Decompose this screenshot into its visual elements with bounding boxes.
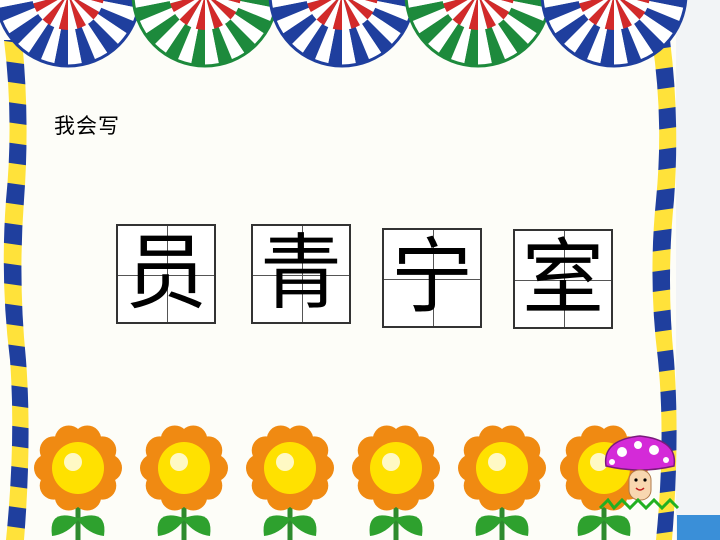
page-heading: 我会写 <box>54 114 120 138</box>
right-side-strip <box>676 0 720 540</box>
flower-row <box>34 425 648 540</box>
grid-line-horizontal <box>118 275 214 276</box>
mushroom-illustration <box>598 435 680 511</box>
paper-fan <box>540 0 688 68</box>
grid-line-horizontal <box>384 279 480 280</box>
char-box-2: 青 <box>251 224 351 324</box>
grid-line-horizontal <box>253 275 349 276</box>
paper-fan <box>268 0 416 68</box>
grid-line-vertical <box>167 226 168 322</box>
character-glyph: 员 <box>124 226 207 321</box>
side-tab-button[interactable] <box>677 515 720 540</box>
flower <box>560 425 648 540</box>
flower <box>246 425 334 540</box>
paper-fan <box>404 0 552 68</box>
grid-line-vertical <box>302 226 303 322</box>
paper-fan <box>131 0 279 68</box>
grid-line-vertical <box>564 231 565 327</box>
character-glyph: 室 <box>521 231 604 326</box>
char-box-1: 员 <box>116 224 216 324</box>
flower <box>140 425 228 540</box>
grid-line-horizontal <box>515 280 611 281</box>
character-glyph: 青 <box>259 226 342 321</box>
grid-line-vertical <box>433 230 434 326</box>
paper-fan <box>0 0 142 68</box>
right-border-stripe <box>652 40 677 540</box>
flower <box>34 425 122 540</box>
left-border-stripe <box>3 40 29 540</box>
character-glyph: 宁 <box>390 230 473 325</box>
flower <box>458 425 546 540</box>
top-fan-garland <box>0 0 688 68</box>
char-box-4: 室 <box>513 229 613 329</box>
flower <box>352 425 440 540</box>
char-box-3: 宁 <box>382 228 482 328</box>
